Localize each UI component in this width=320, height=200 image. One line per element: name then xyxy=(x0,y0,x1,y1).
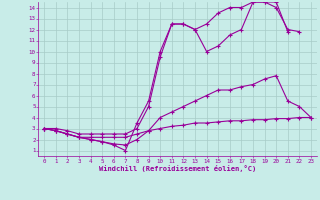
X-axis label: Windchill (Refroidissement éolien,°C): Windchill (Refroidissement éolien,°C) xyxy=(99,165,256,172)
